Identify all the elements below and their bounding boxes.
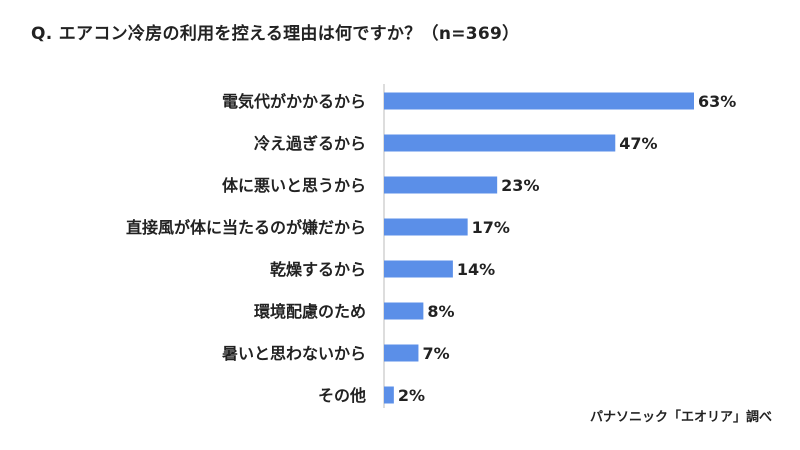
value-label: 8% — [427, 302, 454, 321]
value-label: 14% — [457, 260, 495, 279]
bar — [384, 176, 498, 194]
value-label: 7% — [422, 344, 449, 363]
bar — [384, 386, 394, 404]
category-label: その他 — [318, 386, 366, 405]
value-label: 47% — [619, 134, 657, 153]
bars-layer: 電気代がかかるから 63% 冷え過ぎるから 47% 体に悪いと思うから 23% 直接風が体に… — [126, 92, 736, 405]
bar — [384, 218, 468, 236]
category-label: 環境配慮のため — [254, 302, 366, 321]
bar — [384, 134, 616, 152]
bar — [384, 260, 453, 278]
chart-title: Q. エアコン冷房の利用を控える理由は何ですか？（n=369） — [31, 24, 520, 44]
category-label: 乾燥するから — [270, 260, 366, 279]
category-label: 暑いと思わないから — [221, 344, 366, 363]
category-label: 電気代がかかるから — [222, 92, 366, 111]
category-label: 冷え過ぎるから — [254, 134, 366, 153]
bar — [384, 302, 424, 320]
value-label: 23% — [501, 176, 539, 195]
bar — [384, 92, 694, 110]
value-label: 2% — [398, 386, 425, 405]
source-note: パナソニック「エオリア」調べ — [589, 410, 772, 425]
value-label: 63% — [698, 92, 736, 111]
category-label: 体に悪いと思うから — [222, 176, 366, 195]
bar — [384, 344, 419, 362]
category-label: 直接風が体に当たるのが嫌だから — [126, 218, 366, 237]
value-label: 17% — [472, 218, 510, 237]
